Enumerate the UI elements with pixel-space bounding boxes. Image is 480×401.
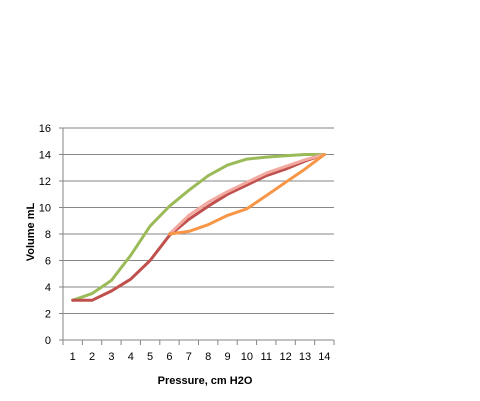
y-tick-label: 6 [45,256,51,268]
y-tick-label: 16 [39,123,51,135]
y-tick-label: 14 [39,150,51,162]
x-tick-label: 14 [318,351,330,363]
data-series [71,153,326,302]
x-axis-title: Pressure, cm H2O [158,375,253,387]
series-line-4 [168,153,326,236]
y-tick-label: 0 [45,335,51,347]
x-tick-label: 7 [186,351,192,363]
y-tick-label: 10 [39,203,51,215]
y-axis-title: Volume mL [25,202,37,261]
y-tick-label: 12 [39,176,51,188]
x-tick-label: 11 [261,351,272,363]
y-tick-label: 4 [45,282,51,294]
x-tick-label: 6 [166,351,172,363]
axes [59,127,335,345]
x-tick-label: 9 [224,351,230,363]
x-tick-label: 10 [241,351,253,363]
x-tick-label: 12 [279,351,291,363]
x-tick-label: 5 [147,351,153,363]
x-tick-label: 8 [205,351,211,363]
series-line-1 [71,153,326,302]
series-line-2 [71,153,326,302]
series-line-3 [168,153,326,236]
x-tick-label: 3 [108,351,114,363]
y-tick-label: 2 [45,309,51,321]
x-tick-label: 1 [70,351,76,363]
x-tick-label: 13 [299,351,311,363]
y-tick-label: 8 [45,229,51,241]
x-tick-label: 2 [89,351,95,363]
x-tick-label: 4 [128,351,134,363]
